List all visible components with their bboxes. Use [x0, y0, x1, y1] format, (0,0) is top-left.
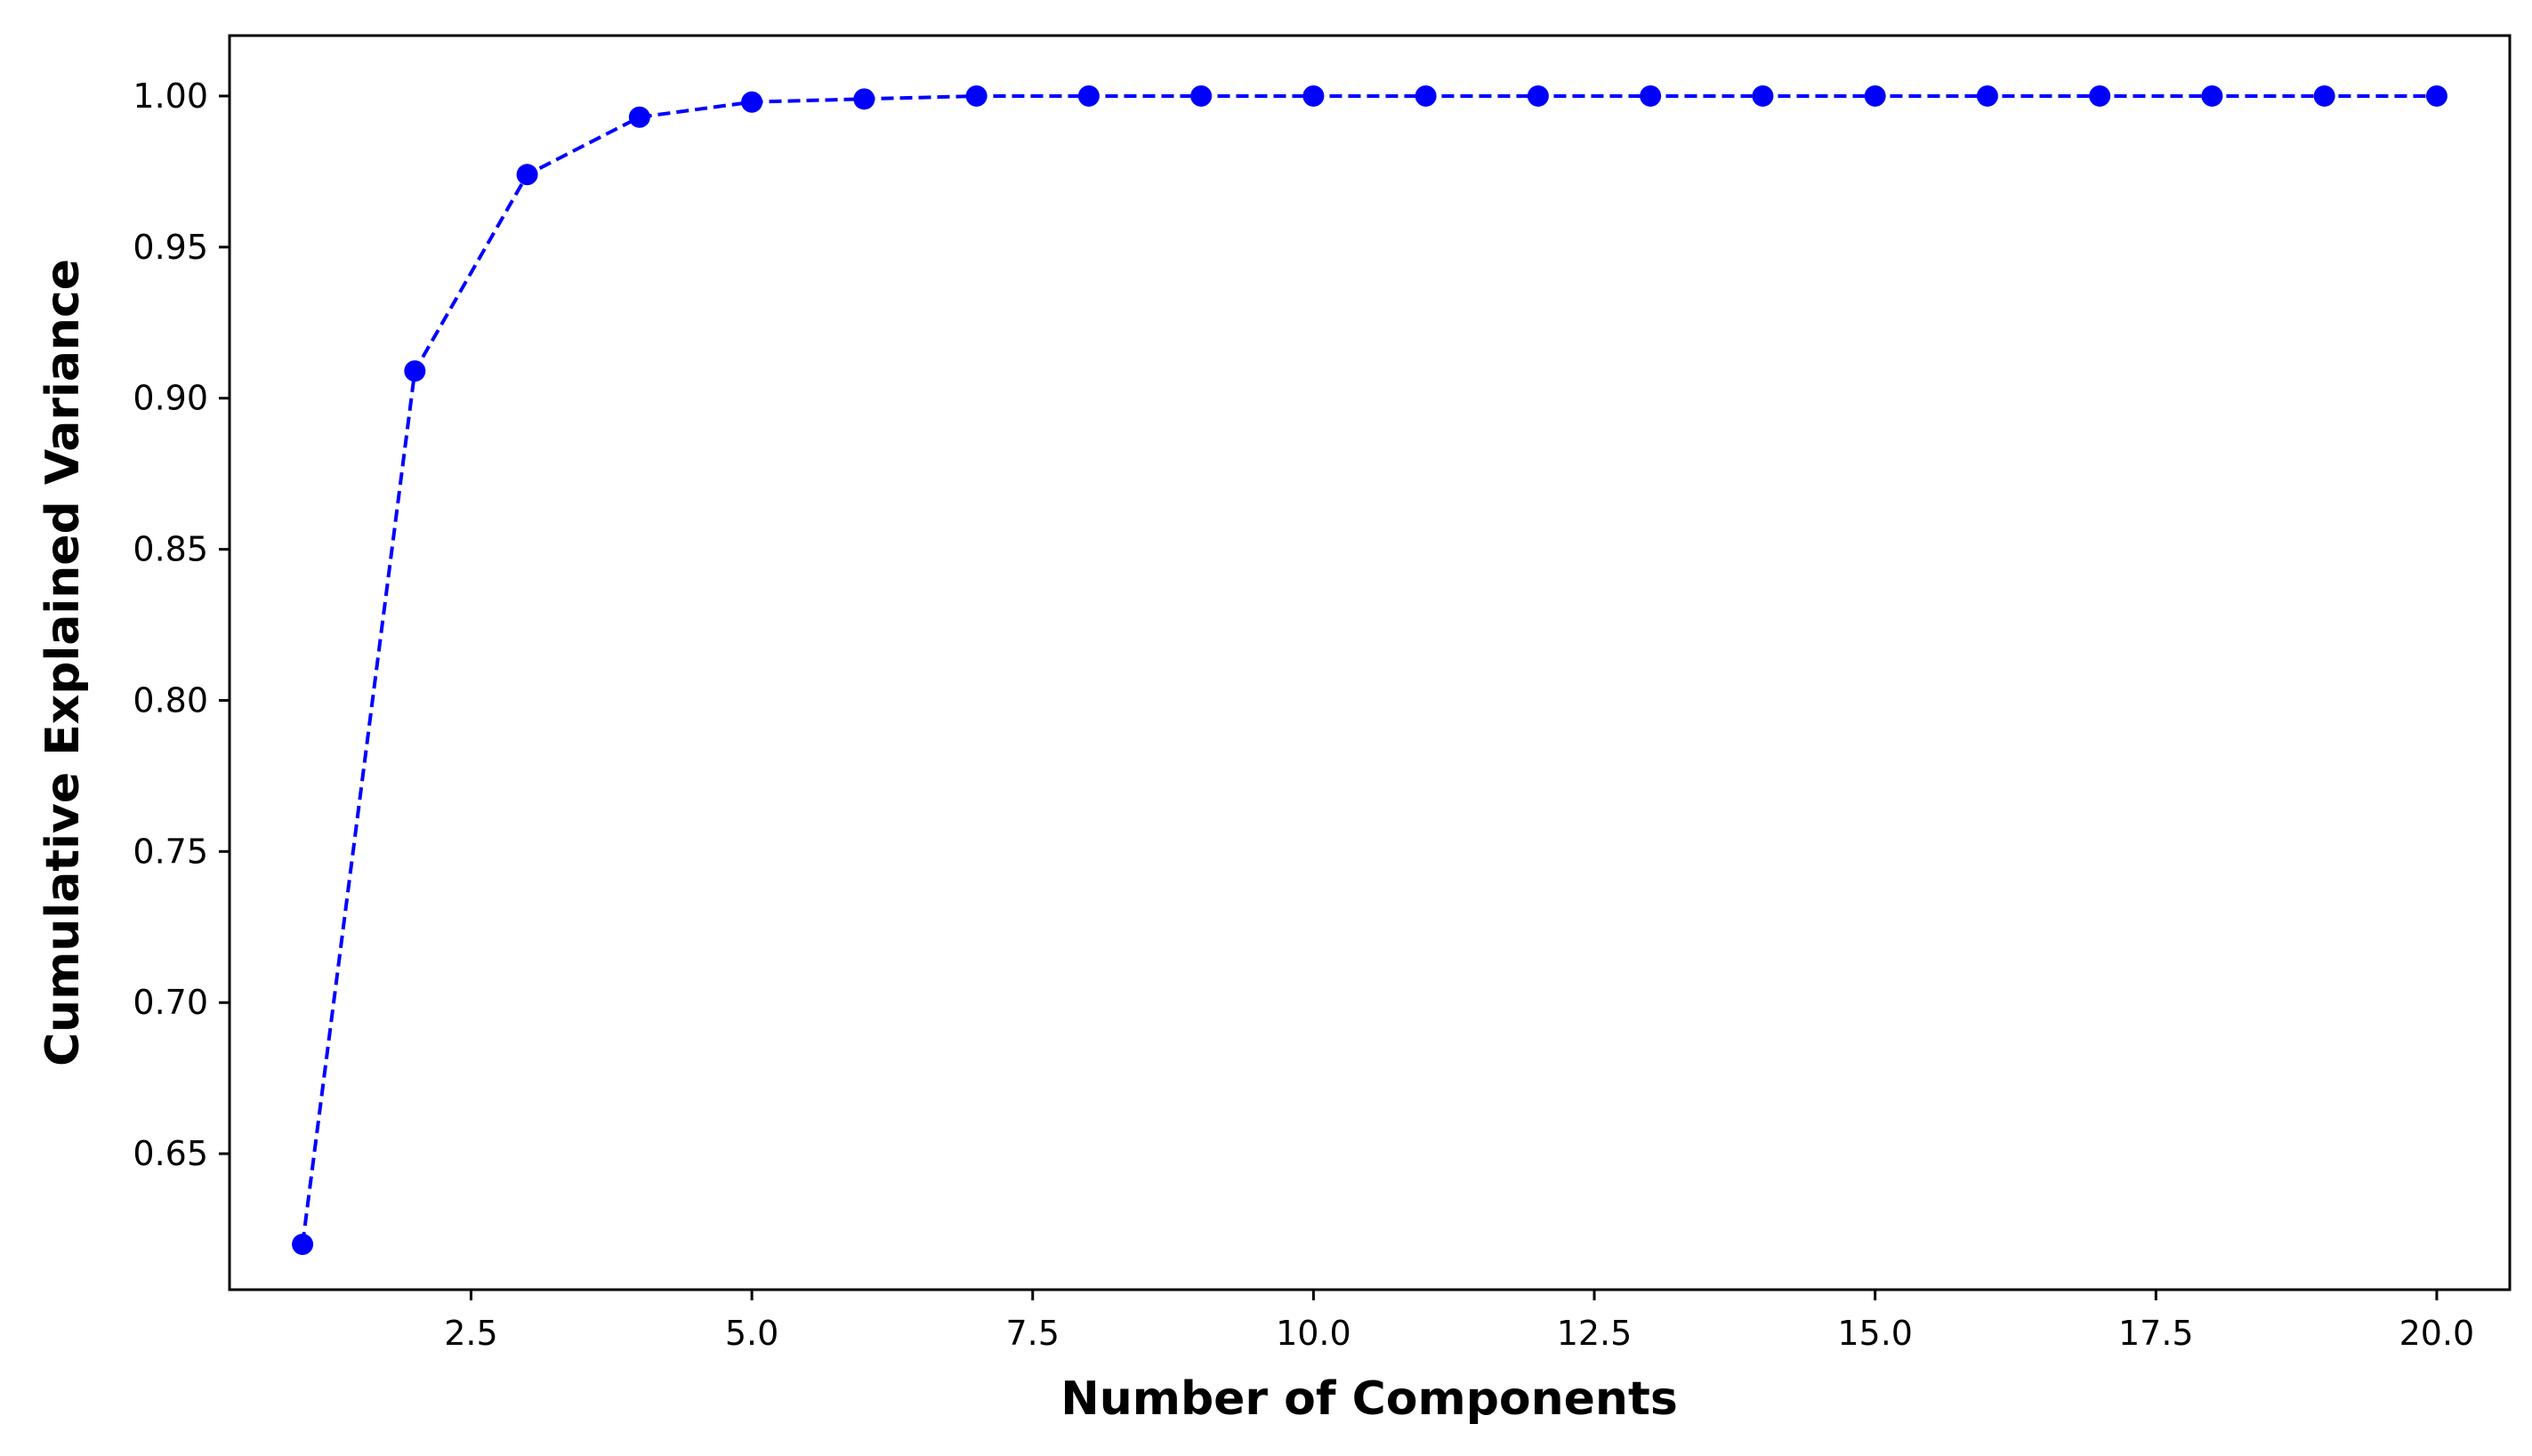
x-tick-label: 5.0: [725, 1314, 778, 1353]
y-tick-label: 0.65: [133, 1134, 208, 1173]
y-axis: 0.65 0.70 0.75 0.80 0.85 0.90 0.95 1.00: [133, 76, 230, 1173]
x-axis-title: Number of Components: [1060, 1372, 1678, 1426]
x-tick-label: 17.5: [2118, 1314, 2194, 1353]
data-point: [853, 88, 875, 110]
data-point: [2201, 84, 2223, 107]
y-tick-label: 0.90: [133, 379, 208, 418]
data-point: [1190, 84, 1213, 107]
x-axis: 2.5 5.0 7.5 10.0 12.5 15.0 17.5 20.0: [444, 1290, 2474, 1353]
data-point: [1527, 84, 1549, 107]
data-point: [2425, 84, 2447, 107]
data-point: [2313, 84, 2335, 107]
data-point: [628, 106, 650, 128]
y-tick-label: 0.85: [133, 530, 208, 569]
data-point: [741, 91, 763, 113]
data-point: [516, 164, 538, 186]
data-point: [1976, 84, 1998, 107]
data-point: [1864, 84, 1886, 107]
y-tick-label: 0.80: [133, 680, 208, 720]
data-point: [404, 360, 426, 382]
y-tick-label: 0.75: [133, 832, 208, 871]
data-point: [2089, 84, 2111, 107]
data-point: [1415, 84, 1437, 107]
data-point: [1640, 84, 1662, 107]
y-tick-label: 0.70: [133, 983, 208, 1022]
x-tick-label: 15.0: [1837, 1314, 1913, 1353]
data-point: [1752, 84, 1774, 107]
data-point: [965, 84, 988, 107]
x-tick-label: 10.0: [1276, 1314, 1351, 1353]
x-tick-label: 7.5: [1006, 1314, 1060, 1353]
x-tick-label: 2.5: [444, 1314, 497, 1353]
series-layer: [292, 84, 2447, 1256]
series-line: [301, 94, 2437, 1245]
plot-area: [228, 34, 2512, 1291]
data-point: [292, 1234, 314, 1256]
x-tick-label: 20.0: [2399, 1314, 2475, 1353]
x-tick-label: 12.5: [1557, 1314, 1633, 1353]
data-point: [1302, 84, 1325, 107]
y-tick-label: 1.00: [133, 76, 208, 116]
y-axis-title: Cumulative Explained Variance: [36, 259, 90, 1066]
data-point: [1077, 84, 1100, 107]
y-tick-label: 0.95: [133, 228, 208, 267]
